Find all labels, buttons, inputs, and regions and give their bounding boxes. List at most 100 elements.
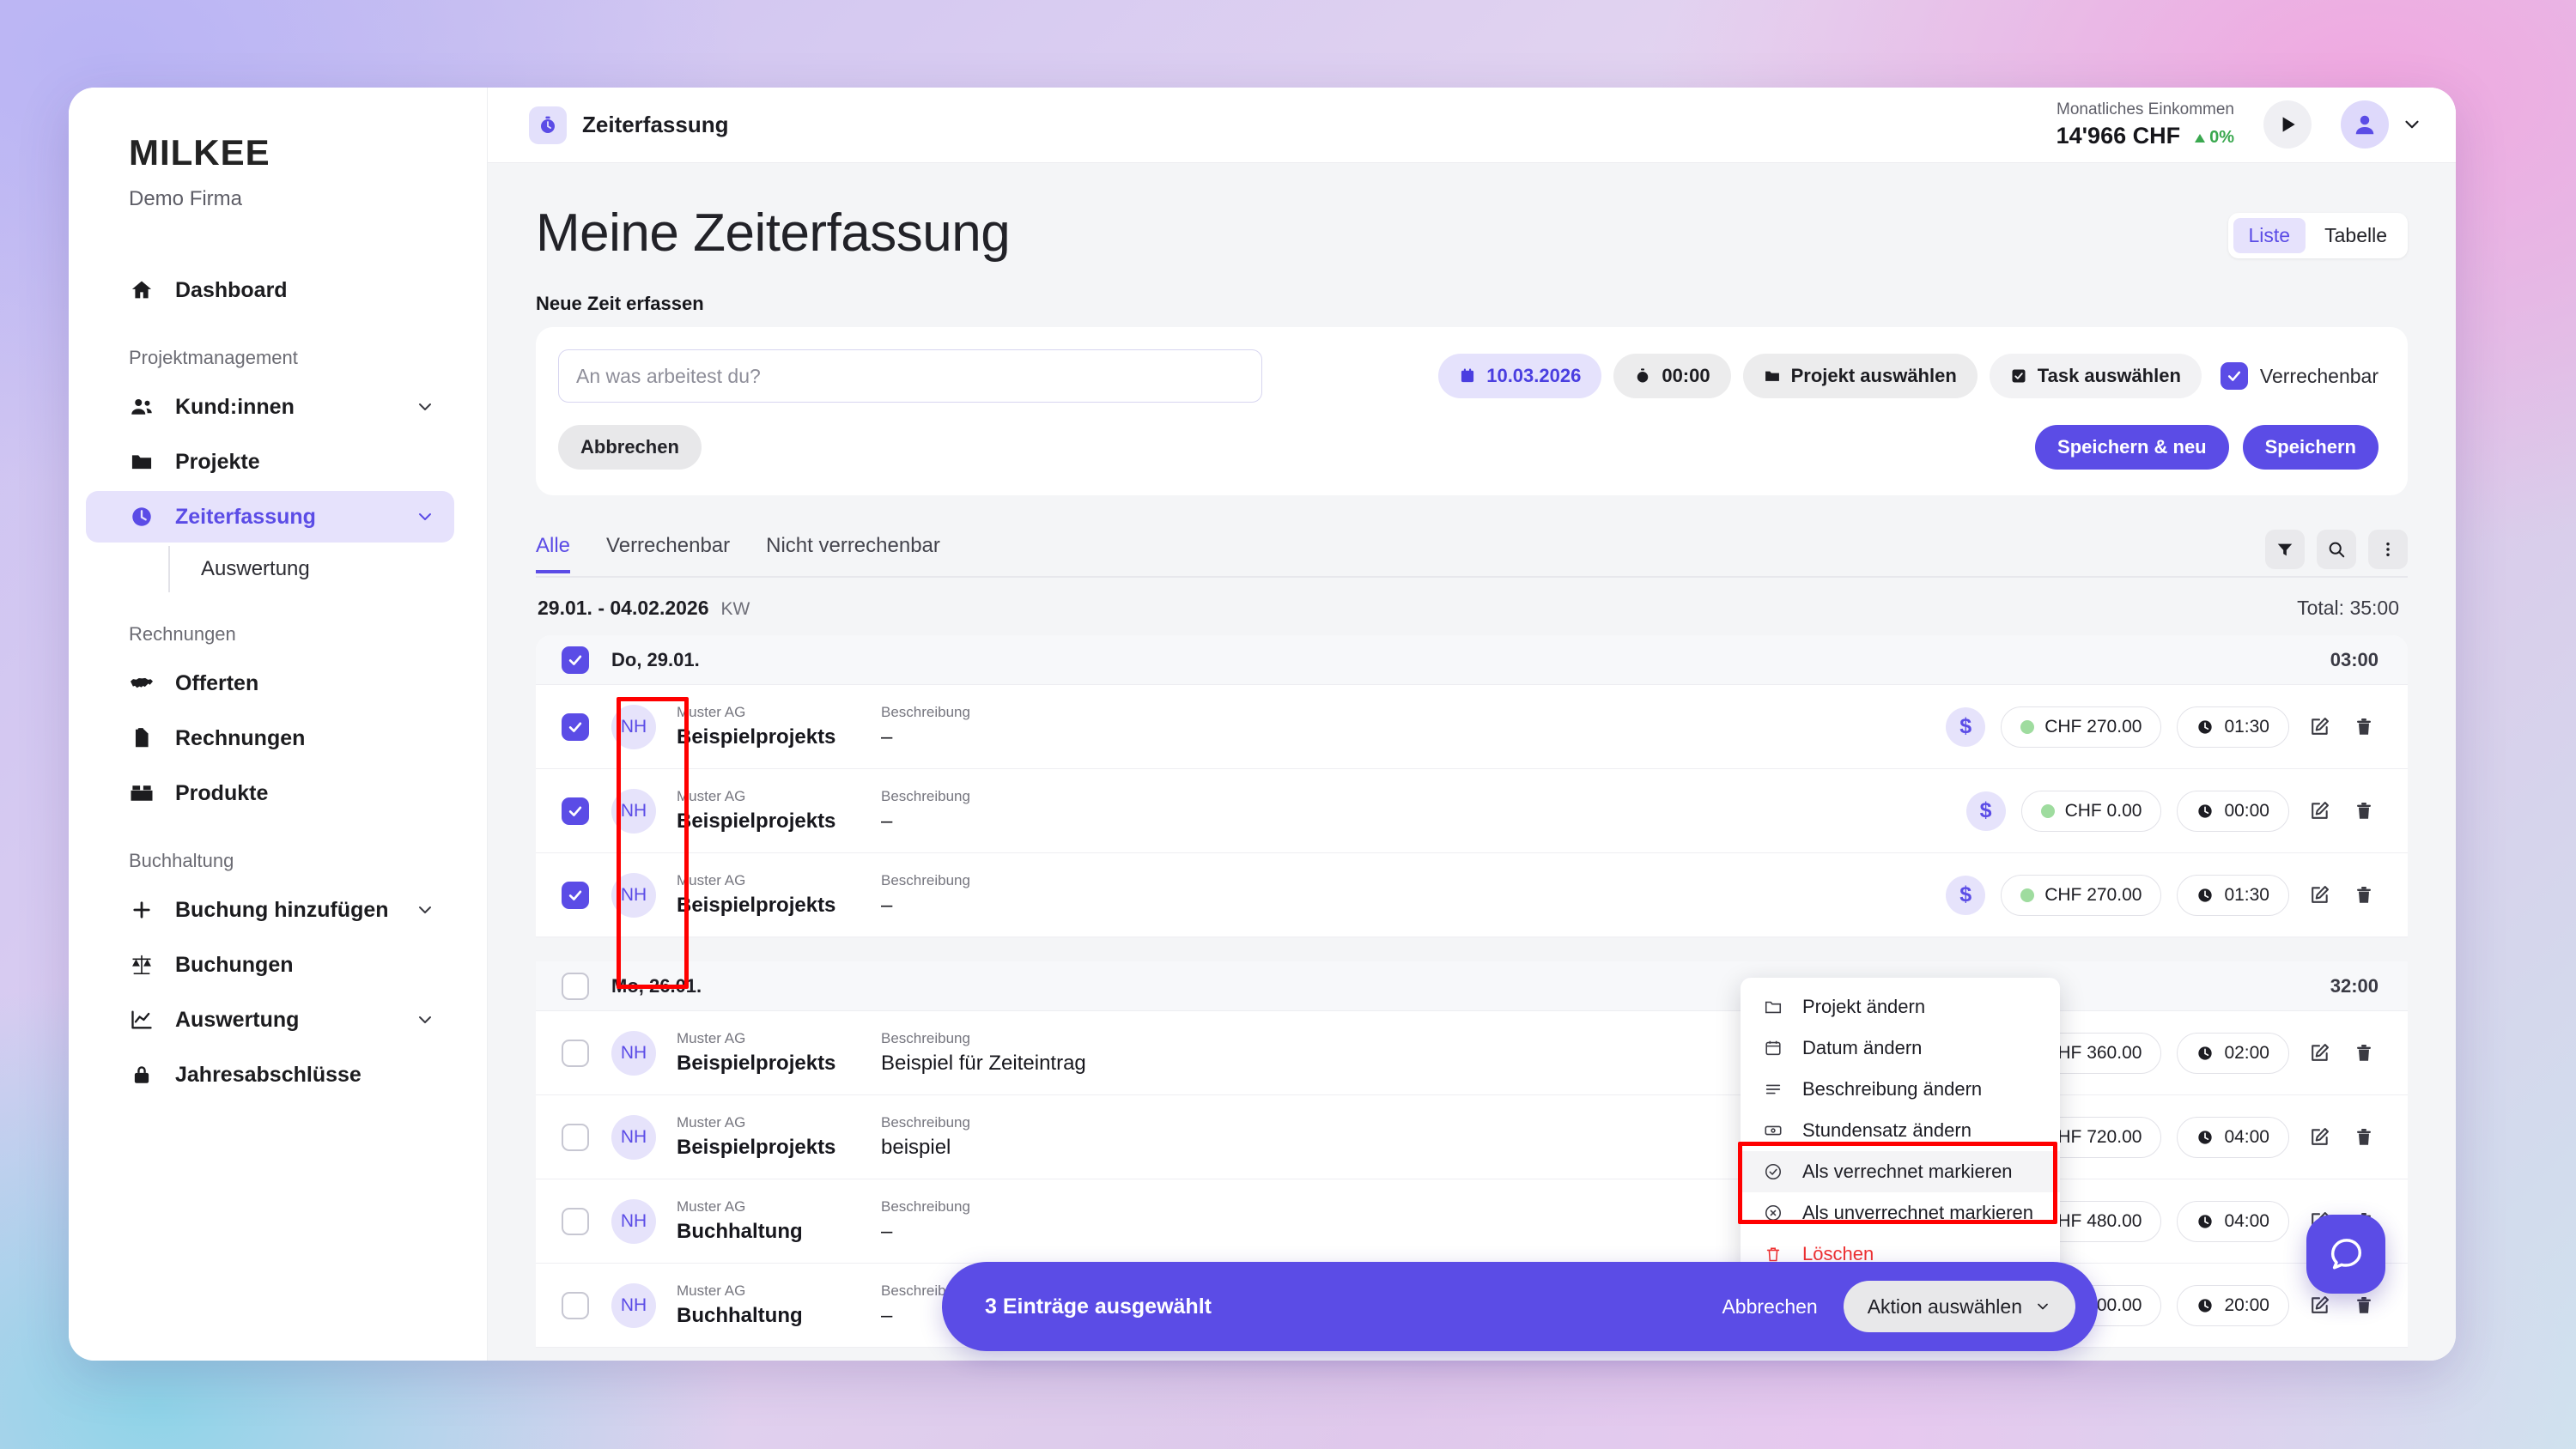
sidebar-subitem-auswertung[interactable]: Auswertung <box>168 546 487 592</box>
edit-icon[interactable] <box>2305 881 2334 910</box>
client-label: Muster AG <box>677 872 746 889</box>
status-dot-icon <box>2040 803 2055 818</box>
sidebar-item-zeiterfassung[interactable]: Zeiterfassung <box>86 491 454 543</box>
day-select-checkbox[interactable] <box>562 646 589 674</box>
edit-icon[interactable] <box>2305 797 2334 826</box>
duration-badge: 01:30 <box>2177 706 2289 748</box>
start-timer-button[interactable] <box>2263 100 2312 149</box>
edit-icon[interactable] <box>2305 1039 2334 1068</box>
sidebar-item-label: Buchung hinzufügen <box>175 897 389 922</box>
billable-toggle[interactable]: Verrechenbar <box>2220 362 2379 390</box>
menu-item-als-verrechnet-markieren[interactable]: Als verrechnet markieren <box>1741 1151 2060 1192</box>
row-select-checkbox[interactable] <box>562 1207 589 1235</box>
play-icon <box>2282 117 2295 133</box>
delete-icon[interactable] <box>2349 1291 2379 1320</box>
search-icon[interactable] <box>2317 530 2356 569</box>
user-menu[interactable] <box>2341 100 2423 149</box>
avatar: NH <box>611 1282 656 1328</box>
edit-icon[interactable] <box>2305 1123 2334 1152</box>
day-total: 03:00 <box>2330 648 2379 670</box>
menu-item-datum-aendern[interactable]: Datum ändern <box>1741 1028 2060 1069</box>
row-select-checkbox[interactable] <box>562 1291 589 1319</box>
billable-dollar-icon[interactable]: $ <box>1965 791 2006 831</box>
day-select-checkbox[interactable] <box>562 972 589 1000</box>
clock-icon <box>127 502 156 531</box>
folder-icon <box>1759 997 1787 1016</box>
chat-bubble-icon <box>2330 1239 2362 1270</box>
billable-dollar-icon[interactable]: $ <box>1946 706 1986 747</box>
view-toggle-tabelle[interactable]: Tabelle <box>2309 218 2403 253</box>
menu-item-stundensatz-aendern[interactable]: Stundensatz ändern <box>1741 1110 2060 1151</box>
duration-badge: 00:00 <box>2177 790 2289 832</box>
menu-item-projekt-aendern[interactable]: Projekt ändern <box>1741 986 2060 1028</box>
description-input[interactable] <box>558 349 1262 403</box>
duration-badge: 04:00 <box>2177 1116 2289 1158</box>
sidebar-item-label: Buchungen <box>175 952 294 977</box>
sidebar-item-buchung-hinzufuegen[interactable]: Buchung hinzufügen <box>86 884 454 936</box>
save-button[interactable]: Speichern <box>2242 425 2379 470</box>
checkbox-task-icon <box>2010 367 2027 385</box>
description-cell: Beschreibung – <box>881 788 1431 833</box>
check-circle-icon <box>1759 1162 1787 1181</box>
menu-item-als-unverrechnet-markieren[interactable]: Als unverrechnet markieren <box>1741 1192 2060 1234</box>
sidebar-item-kundinnen[interactable]: Kund:innen <box>86 381 454 433</box>
client-label: Muster AG <box>677 1114 746 1131</box>
table-row[interactable]: NH Muster AG Beispielprojekts Beschreibu… <box>536 769 2408 853</box>
tab-alle[interactable]: Alle <box>536 534 571 573</box>
row-select-checkbox[interactable] <box>562 712 589 741</box>
delete-icon[interactable] <box>2349 712 2379 742</box>
income-widget: Monatliches Einkommen 14'966 CHF 0% <box>2057 100 2234 149</box>
sidebar-item-rechnungen[interactable]: Rechnungen <box>86 712 454 764</box>
duration-chip-label: 00:00 <box>1662 365 1710 386</box>
bulk-cancel-button[interactable]: Abbrechen <box>1722 1294 1818 1318</box>
menu-item-loeschen[interactable]: Löschen <box>1741 1234 2060 1275</box>
row-select-checkbox[interactable] <box>562 881 589 909</box>
sidebar-item-projekte[interactable]: Projekte <box>86 436 454 488</box>
duration-chip[interactable]: 00:00 <box>1613 354 1731 398</box>
view-toggle-liste[interactable]: Liste <box>2233 218 2306 253</box>
sidebar-item-auswertung[interactable]: Auswertung <box>86 994 454 1046</box>
sidebar-item-jahresabschluesse[interactable]: Jahresabschlüsse <box>86 1049 454 1100</box>
edit-icon[interactable] <box>2305 712 2334 742</box>
table-row[interactable]: NH Muster AG Beispielprojekts Beschreibu… <box>536 685 2408 769</box>
clock-icon <box>2198 1046 2213 1060</box>
row-select-checkbox[interactable] <box>562 797 589 825</box>
task-select-label: Task auswählen <box>2037 365 2181 386</box>
tab-nicht-verrechenbar[interactable]: Nicht verrechenbar <box>766 534 940 557</box>
delete-icon[interactable] <box>2349 881 2379 910</box>
cancel-button[interactable]: Abbrechen <box>558 425 702 470</box>
sidebar-item-offerten[interactable]: Offerten <box>86 658 454 709</box>
chat-support-button[interactable] <box>2306 1215 2385 1294</box>
chevron-down-icon <box>415 900 435 920</box>
task-select-chip[interactable]: Task auswählen <box>1989 354 2202 398</box>
page-title: Meine Zeiterfassung <box>536 203 1011 263</box>
billable-dollar-icon[interactable]: $ <box>1946 875 1986 915</box>
save-and-new-button[interactable]: Speichern & neu <box>2035 425 2229 470</box>
tab-verrechenbar[interactable]: Verrechenbar <box>606 534 731 557</box>
row-select-checkbox[interactable] <box>562 1039 589 1067</box>
description-value: – <box>881 724 893 749</box>
edit-icon[interactable] <box>2305 1291 2334 1320</box>
table-row[interactable]: NH Muster AG Beispielprojekts Beschreibu… <box>536 1011 2408 1095</box>
menu-item-beschreibung-aendern[interactable]: Beschreibung ändern <box>1741 1069 2060 1110</box>
clock-icon <box>2198 1214 2213 1228</box>
money-icon <box>1759 1121 1787 1140</box>
filter-icon[interactable] <box>2265 530 2305 569</box>
bulk-action-select-button[interactable]: Aktion auswählen <box>1843 1281 2075 1332</box>
row-select-checkbox[interactable] <box>562 1123 589 1151</box>
sidebar-item-buchungen[interactable]: Buchungen <box>86 939 454 991</box>
delete-icon[interactable] <box>2349 1039 2379 1068</box>
delete-icon[interactable] <box>2349 797 2379 826</box>
description-label: Beschreibung <box>881 1198 970 1216</box>
table-row[interactable]: NH Muster AG Beispielprojekts Beschreibu… <box>536 1095 2408 1179</box>
table-row[interactable]: NH Muster AG Beispielprojekts Beschreibu… <box>536 853 2408 937</box>
project-select-chip[interactable]: Projekt auswählen <box>1742 354 1978 398</box>
project-name: Beispielprojekts <box>677 893 836 917</box>
delete-icon[interactable] <box>2349 1123 2379 1152</box>
date-chip[interactable]: 10.03.2026 <box>1438 354 1602 398</box>
calendar-icon <box>1459 367 1476 385</box>
sidebar-item-produkte[interactable]: Produkte <box>86 767 454 819</box>
sidebar-item-dashboard[interactable]: Dashboard <box>86 264 454 316</box>
table-row[interactable]: NH Muster AG Buchhaltung Beschreibung – … <box>536 1179 2408 1264</box>
more-vertical-icon[interactable] <box>2368 530 2408 569</box>
